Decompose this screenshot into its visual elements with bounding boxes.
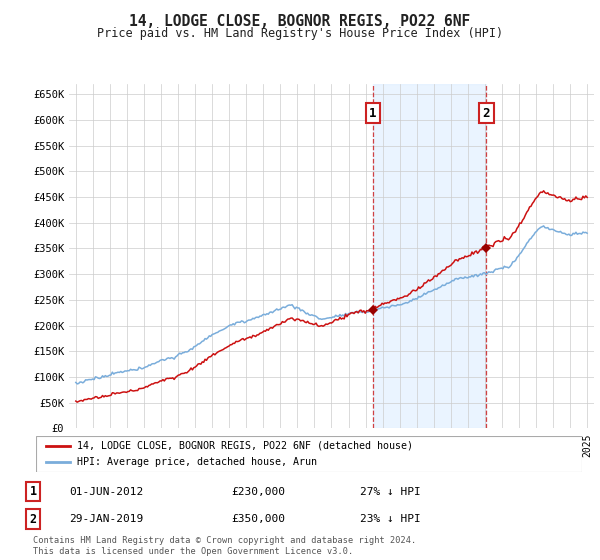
Text: 1: 1 bbox=[369, 107, 377, 120]
Text: 27% ↓ HPI: 27% ↓ HPI bbox=[360, 487, 421, 497]
Text: 23% ↓ HPI: 23% ↓ HPI bbox=[360, 514, 421, 524]
Text: 29-JAN-2019: 29-JAN-2019 bbox=[69, 514, 143, 524]
Text: 2: 2 bbox=[29, 512, 37, 526]
Text: 1: 1 bbox=[29, 485, 37, 498]
Text: HPI: Average price, detached house, Arun: HPI: Average price, detached house, Arun bbox=[77, 457, 317, 467]
Text: Price paid vs. HM Land Registry's House Price Index (HPI): Price paid vs. HM Land Registry's House … bbox=[97, 27, 503, 40]
Text: 14, LODGE CLOSE, BOGNOR REGIS, PO22 6NF (detached house): 14, LODGE CLOSE, BOGNOR REGIS, PO22 6NF … bbox=[77, 441, 413, 451]
Bar bbox=[373, 84, 486, 428]
Text: £350,000: £350,000 bbox=[231, 514, 285, 524]
Text: £230,000: £230,000 bbox=[231, 487, 285, 497]
Text: Contains HM Land Registry data © Crown copyright and database right 2024.
This d: Contains HM Land Registry data © Crown c… bbox=[33, 536, 416, 556]
Text: 14, LODGE CLOSE, BOGNOR REGIS, PO22 6NF: 14, LODGE CLOSE, BOGNOR REGIS, PO22 6NF bbox=[130, 14, 470, 29]
Text: 2: 2 bbox=[482, 107, 490, 120]
Text: 01-JUN-2012: 01-JUN-2012 bbox=[69, 487, 143, 497]
FancyBboxPatch shape bbox=[36, 436, 582, 472]
